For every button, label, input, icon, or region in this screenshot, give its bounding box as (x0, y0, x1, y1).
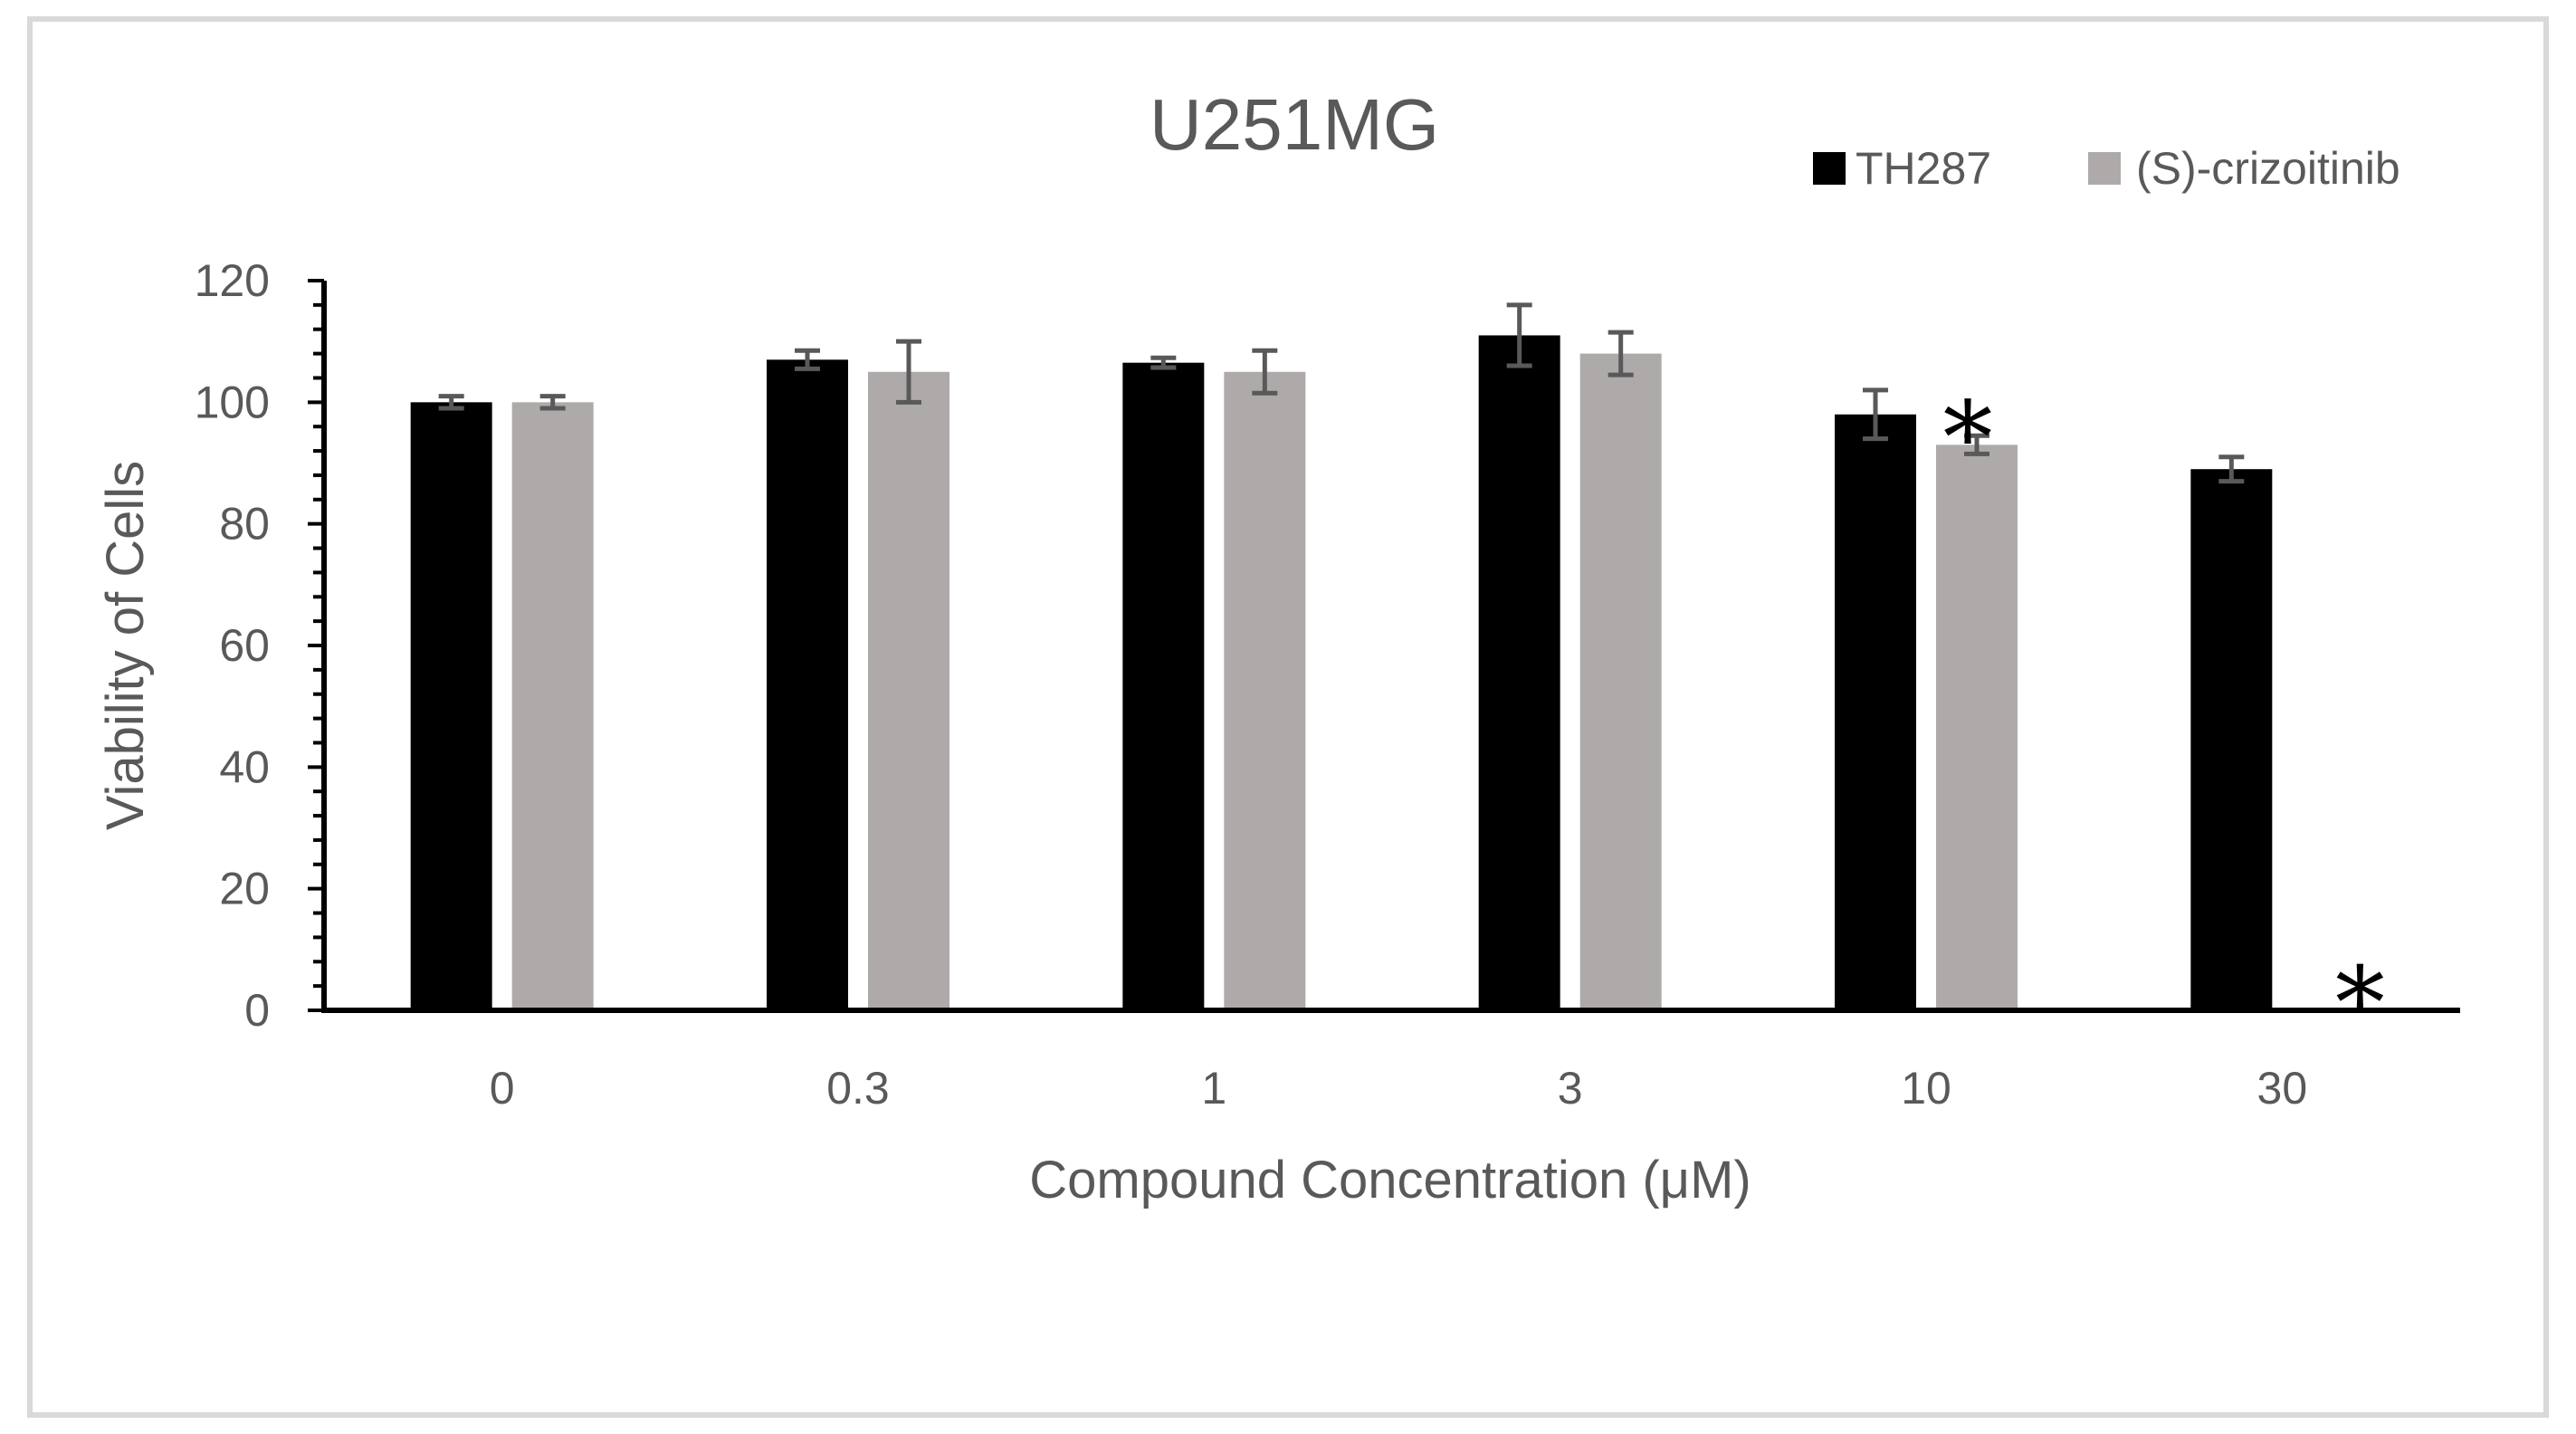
error-bar-th287-30 (2218, 454, 2245, 484)
error-bar-th287-1 (1150, 355, 1177, 370)
bar-th287-10 (1835, 414, 1916, 1010)
significance-asterisk-30: * (2335, 945, 2385, 1061)
error-bar-s-crizoitinib-3 (1608, 330, 1634, 378)
y-tick-label-20: 20 (219, 864, 270, 914)
legend-swatch-s-crizoitinib (2088, 152, 2121, 185)
y-tick-labels: 0 20 40 60 80 100 120 (195, 255, 270, 1036)
bar-th287-0-3 (767, 359, 848, 1011)
x-tick-label-3: 3 (1558, 1063, 1583, 1114)
error-bar-s-crizoitinib-0-3 (896, 339, 921, 405)
x-tick-label-0: 0 (490, 1063, 515, 1114)
legend-label-th287: TH287 (1856, 143, 1991, 194)
x-tick-label-30: 30 (2257, 1063, 2308, 1114)
bar-s-crizoitinib-3 (1579, 353, 1662, 1011)
error-bar-th287-10 (1863, 387, 1888, 442)
bars (410, 335, 2273, 1011)
legend-swatch-th287 (1813, 152, 1846, 185)
x-axis-title: Compound Concentration (μM) (1029, 1151, 1751, 1209)
bar-th287-1 (1122, 362, 1205, 1010)
error-bars (438, 302, 2245, 484)
y-tick-label-120: 120 (195, 255, 270, 306)
significance-asterisk-10: * (1943, 379, 1993, 495)
error-bar-s-crizoitinib-10 (1964, 433, 1989, 456)
x-tick-label-10: 10 (1901, 1063, 1951, 1114)
y-tick-label-80: 80 (219, 499, 270, 550)
y-tick-label-60: 60 (219, 620, 270, 671)
x-tick-label-1: 1 (1201, 1063, 1226, 1114)
legend-label-s-crizoitinib: (S)-crizoitinib (2136, 143, 2400, 194)
error-bar-s-crizoitinib-1 (1252, 348, 1278, 396)
axes (308, 279, 2460, 1013)
x-tick-labels: 0 0.3 1 3 10 30 (490, 1063, 2307, 1114)
bar-s-crizoitinib-1 (1224, 371, 1306, 1010)
error-bar-s-crizoitinib-0 (539, 394, 566, 411)
x-tick-label-0-3: 0.3 (826, 1063, 890, 1114)
y-tick-label-100: 100 (195, 377, 270, 427)
error-bar-th287-3 (1506, 302, 1532, 368)
significance-annotations: ** (1943, 379, 2385, 1061)
bar-th287-0 (410, 402, 492, 1010)
legend: TH287 (S)-crizoitinib (1813, 143, 2400, 194)
error-bar-th287-0-3 (795, 348, 820, 371)
y-axis-title: Viability of Cells (96, 461, 155, 830)
y-tick-label-0: 0 (244, 985, 270, 1036)
bar-th287-3 (1478, 335, 1560, 1010)
chart-title: U251MG (1150, 84, 1439, 165)
error-bar-th287-0 (438, 394, 464, 411)
bar-s-crizoitinib-0-3 (868, 371, 949, 1010)
y-tick-label-40: 40 (219, 741, 270, 792)
bar-th287-30 (2190, 469, 2273, 1010)
bar-s-crizoitinib-0 (511, 402, 594, 1010)
bar-s-crizoitinib-10 (1936, 445, 2018, 1011)
